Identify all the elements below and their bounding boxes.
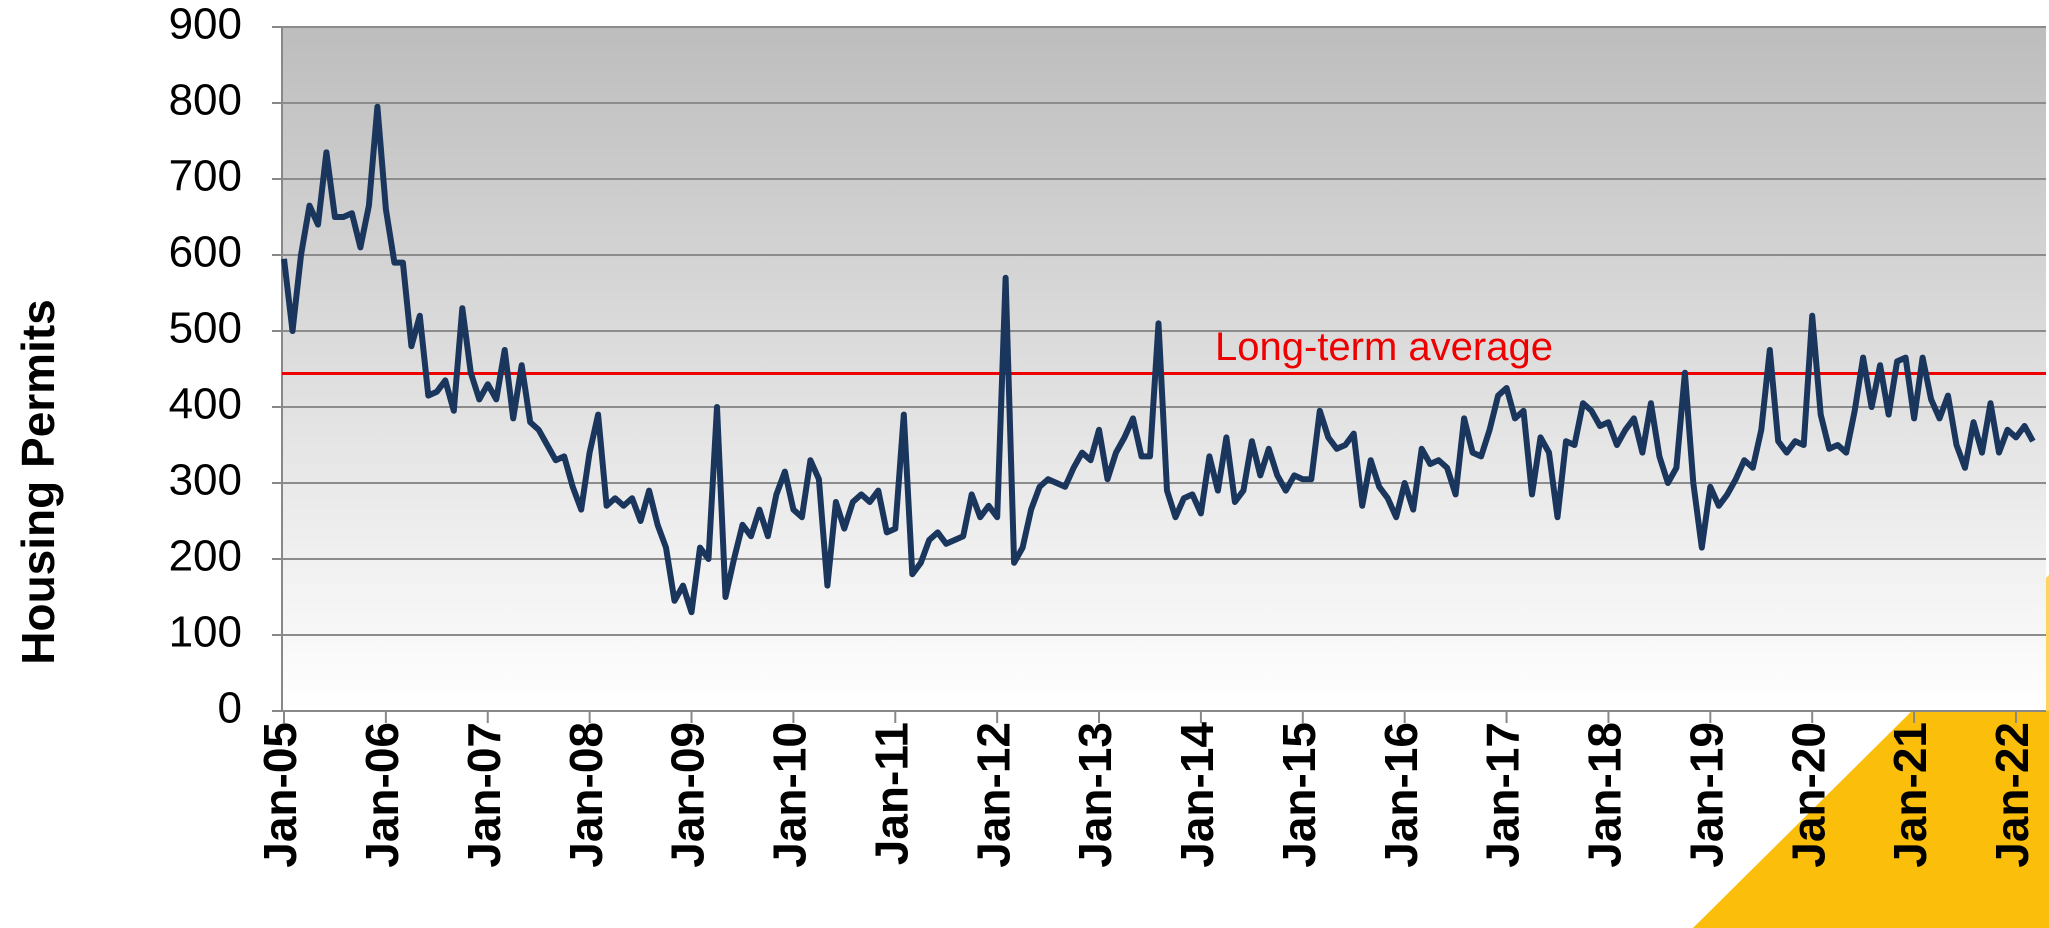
y-tick-label: 700 bbox=[169, 152, 242, 201]
x-tick-label: Jan-12 bbox=[967, 722, 1019, 868]
x-tick-label: Jan-22 bbox=[1986, 722, 2038, 868]
x-tick-label: Jan-10 bbox=[764, 722, 816, 868]
y-tick-label: 0 bbox=[218, 684, 242, 733]
x-tick-label: Jan-20 bbox=[1782, 722, 1834, 868]
x-tick-label: Jan-13 bbox=[1069, 722, 1121, 868]
y-tick-label: 600 bbox=[169, 228, 242, 277]
y-tick-label: 200 bbox=[169, 532, 242, 581]
y-tick-label: 400 bbox=[169, 380, 242, 429]
y-tick-label: 500 bbox=[169, 304, 242, 353]
x-tick-label: Jan-14 bbox=[1171, 722, 1223, 868]
y-tick-label: 300 bbox=[169, 456, 242, 505]
reference-label: Long-term average bbox=[1215, 325, 1553, 369]
x-tick-label: Jan-21 bbox=[1884, 722, 1936, 868]
y-axis-title: Housing Permits bbox=[12, 299, 64, 665]
x-tick-label: Jan-19 bbox=[1680, 722, 1732, 868]
x-tick-label: Jan-16 bbox=[1375, 722, 1427, 868]
x-tick-label: Jan-15 bbox=[1273, 722, 1325, 868]
x-tick-label: Jan-07 bbox=[458, 722, 510, 868]
x-tick-label: Jan-05 bbox=[254, 722, 306, 868]
data-line bbox=[281, 103, 2036, 616]
plot-area bbox=[282, 27, 2046, 711]
y-tick-label: 800 bbox=[169, 76, 242, 125]
y-tick-label: 100 bbox=[169, 608, 242, 657]
x-tick-label: Jan-17 bbox=[1477, 722, 1529, 868]
decor-triangle bbox=[1693, 711, 2049, 928]
y-tick-label: 900 bbox=[169, 0, 242, 49]
x-tick-label: Jan-09 bbox=[662, 722, 714, 868]
x-tick-label: Jan-18 bbox=[1579, 722, 1631, 868]
x-tick-label: Jan-08 bbox=[560, 722, 612, 868]
x-tick-label: Jan-06 bbox=[356, 722, 408, 868]
x-tick-label: Jan-11 bbox=[865, 722, 917, 865]
